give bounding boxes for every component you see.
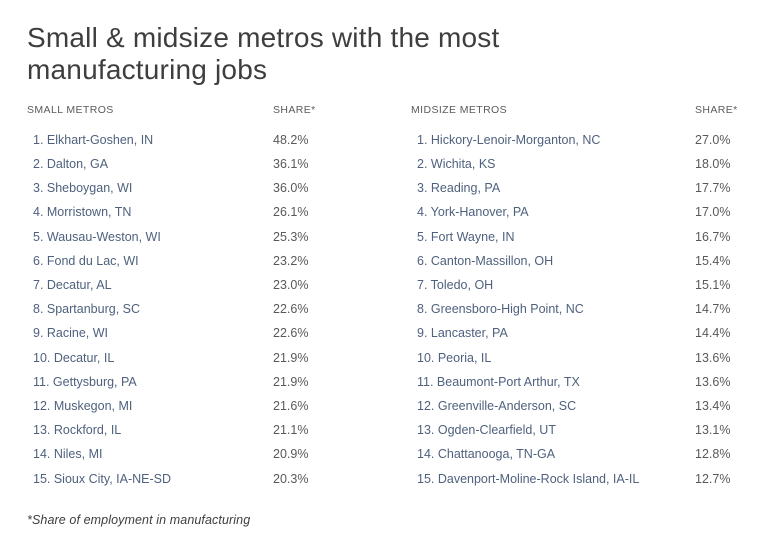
share-value: 23.2% <box>273 253 309 268</box>
metro-tables: SMALL METROS SHARE* 1. Elkhart-Goshen, I… <box>27 102 740 491</box>
metro-name: 15. Davenport-Moline-Rock Island, IA-IL <box>417 471 640 486</box>
share-value: 48.2% <box>273 132 309 147</box>
small-metros-table: SMALL METROS SHARE* 1. Elkhart-Goshen, I… <box>27 102 411 491</box>
footnote: *Share of employment in manufacturing <box>27 512 251 527</box>
metro-name: 1. Hickory-Lenoir-Morganton, NC <box>417 132 601 147</box>
metro-name: 4. York-Hanover, PA <box>417 205 529 220</box>
share-value: 18.0% <box>695 157 731 172</box>
share-value: 25.3% <box>273 229 309 244</box>
share-value: 22.6% <box>273 326 309 341</box>
share-value: 36.1% <box>273 157 309 172</box>
metro-name: 1. Elkhart-Goshen, IN <box>33 132 154 147</box>
share-value: 15.4% <box>695 253 731 268</box>
metro-name: 3. Reading, PA <box>417 181 501 196</box>
metro-name: 14. Niles, MI <box>33 447 103 462</box>
share-value: 22.6% <box>273 302 309 317</box>
share-value: 21.9% <box>273 350 309 365</box>
share-value: 12.7% <box>695 471 731 486</box>
metro-name: 11. Beaumont-Port Arthur, TX <box>417 374 580 389</box>
metro-name: 6. Canton-Massillon, OH <box>417 253 554 268</box>
metro-name: 10. Peoria, IL <box>417 350 492 365</box>
metro-name: 7. Decatur, AL <box>33 278 112 293</box>
midsize-metros-column-header: MIDSIZE METROS <box>411 103 508 116</box>
metro-name: 13. Ogden-Clearfield, UT <box>417 423 556 438</box>
metro-name: 13. Rockford, IL <box>33 423 122 438</box>
metro-name: 15. Sioux City, IA-NE-SD <box>33 471 172 486</box>
share-value: 27.0% <box>695 132 731 147</box>
share-value: 13.4% <box>695 398 731 413</box>
share-value: 20.9% <box>273 447 309 462</box>
small-metros-share-header: SHARE* <box>273 103 316 116</box>
share-value: 13.6% <box>695 374 731 389</box>
metro-name: 2. Dalton, GA <box>33 157 109 172</box>
metro-name: 8. Greensboro-High Point, NC <box>417 302 584 317</box>
share-value: 21.9% <box>273 374 309 389</box>
share-value: 20.3% <box>273 471 309 486</box>
share-value: 36.0% <box>273 181 309 196</box>
share-value: 23.0% <box>273 278 309 293</box>
share-value: 14.4% <box>695 326 731 341</box>
metro-name: 2. Wichita, KS <box>417 157 496 172</box>
midsize-metros-table: MIDSIZE METROS SHARE* 1. Hickory-Lenoir-… <box>411 102 740 491</box>
metro-name: 12. Greenville-Anderson, SC <box>417 398 577 413</box>
share-value: 26.1% <box>273 205 309 220</box>
share-value: 15.1% <box>695 278 731 293</box>
small-metros-column-header: SMALL METROS <box>27 103 114 116</box>
metro-name: 14. Chattanooga, TN-GA <box>417 447 556 462</box>
share-value: 13.6% <box>695 350 731 365</box>
metro-name: 11. Gettysburg, PA <box>33 374 137 389</box>
metro-name: 5. Wausau-Weston, WI <box>33 229 161 244</box>
metro-name: 3. Sheboygan, WI <box>33 181 133 196</box>
share-value: 17.0% <box>695 205 731 220</box>
metro-name: 8. Spartanburg, SC <box>33 302 141 317</box>
page-title: Small & midsize metros with the most man… <box>27 22 500 85</box>
metro-name: 4. Morristown, TN <box>33 205 132 220</box>
share-value: 17.7% <box>695 181 731 196</box>
share-value: 12.8% <box>695 447 731 462</box>
share-value: 13.1% <box>695 423 731 438</box>
metro-name: 7. Toledo, OH <box>417 278 494 293</box>
metro-name: 6. Fond du Lac, WI <box>33 253 139 268</box>
share-value: 21.1% <box>273 423 309 438</box>
share-value: 16.7% <box>695 229 731 244</box>
metro-name: 10. Decatur, IL <box>33 350 115 365</box>
metro-name: 5. Fort Wayne, IN <box>417 229 515 244</box>
metro-name: 12. Muskegon, MI <box>33 398 133 413</box>
share-value: 14.7% <box>695 302 731 317</box>
share-value: 21.6% <box>273 398 309 413</box>
midsize-metros-share-header: SHARE* <box>695 103 738 116</box>
metro-name: 9. Lancaster, PA <box>417 326 508 341</box>
metro-name: 9. Racine, WI <box>33 326 109 341</box>
